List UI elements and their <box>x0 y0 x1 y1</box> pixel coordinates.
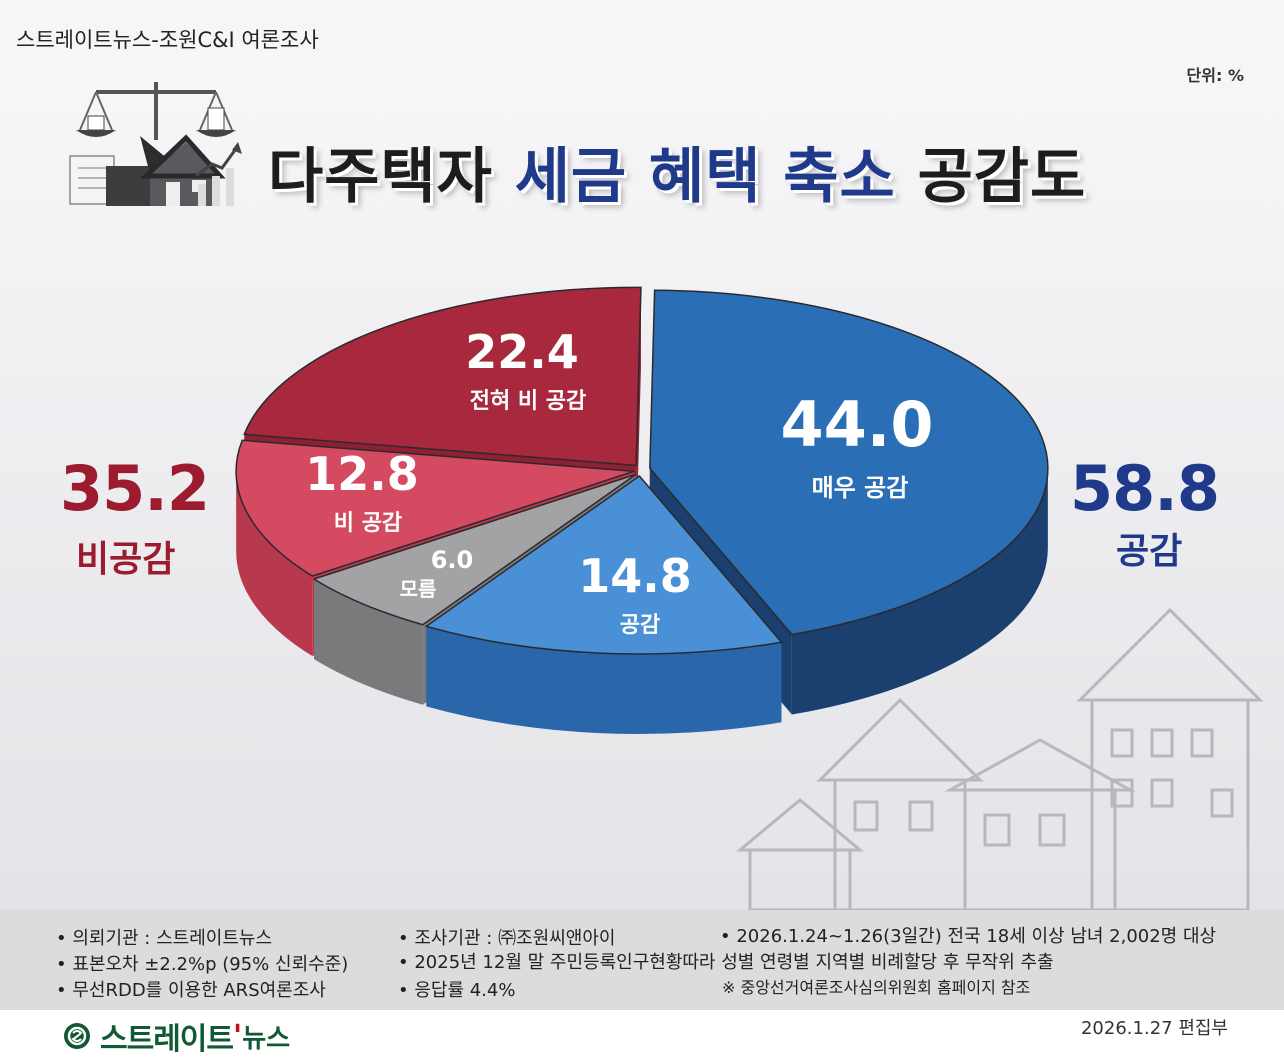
total-agree-label: 공감 <box>1116 531 1183 572</box>
pie-slice-value: 44.0 <box>781 388 934 461</box>
publish-date: 2026.1.27 편집부 <box>1080 1018 1228 1039</box>
pie-slice <box>312 473 637 626</box>
pie-slice-label: 모름 <box>400 577 437 601</box>
note-method: • 무선RDD를 이용한 ARS여론조사 <box>56 980 326 1001</box>
pie-slice <box>424 474 783 655</box>
brand-logo: 스트레이트 ' 뉴스 <box>62 1014 290 1058</box>
survey-notes: • 의뢰기관 : 스트레이트뉴스 • 표본오차 ±2.2%p (95% 신뢰수준… <box>0 910 1284 1010</box>
pie-slice-wall <box>791 468 1048 715</box>
pie-slice-value: 12.8 <box>305 447 419 501</box>
pie-tops <box>235 286 1049 655</box>
pie-slice-value: 22.4 <box>465 325 579 379</box>
source-title: 스트레이트뉴스-조원C&I 여론조사 <box>16 28 319 52</box>
logo-main: 스트레이트 <box>100 1022 234 1057</box>
pie-slice <box>235 439 635 577</box>
pie-slice-wall <box>236 471 313 657</box>
logo-tick: ' <box>233 1018 243 1054</box>
logo-bar <box>0 1010 1284 1060</box>
note-response-rate: • 응답률 4.4% <box>398 980 516 1001</box>
pie-slice-label: 공감 <box>620 613 660 638</box>
pie-labels: 44.0 매우 공감 14.8 공감 6.0 모름 12.8 비 공감 22.4 전혀 비 공감 <box>305 325 933 638</box>
pie-slice-label: 매우 공감 <box>812 474 909 502</box>
unit-label: 단위: % <box>1186 66 1244 85</box>
note-sampling: • 2025년 12월 말 주민등록인구현황따라 성별 연령별 지역별 비례할당… <box>398 952 1054 973</box>
note-reference: ※ 중앙선거여론조사심의위원회 홈페이지 참조 <box>722 978 1031 997</box>
title-part1: 다주택자 <box>268 142 515 212</box>
pie-slice <box>243 286 642 467</box>
pie-slice-label: 전혀 비 공감 <box>470 389 587 414</box>
title-highlight: 세금 혜택 축소 <box>514 142 896 212</box>
pie-slice-label: 비 공감 <box>334 511 402 536</box>
total-disagree-label: 비공감 <box>76 539 176 580</box>
total-agree-value: 58.8 <box>1070 452 1220 525</box>
logo-emblem-icon <box>64 1023 90 1049</box>
pie-slice <box>649 289 1049 636</box>
top-bar: 스트레이트뉴스-조원C&I 여론조사 <box>0 0 1284 53</box>
pie-slice-value: 6.0 <box>431 546 474 574</box>
note-agency: • 조사기관 : ㈜조원씨앤아이 <box>398 928 616 949</box>
title-part2: 공감도 <box>895 142 1087 212</box>
note-client: • 의뢰기관 : 스트레이트뉴스 <box>56 928 273 949</box>
pie-slice-wall <box>314 579 423 705</box>
pie-slice-value: 14.8 <box>578 549 692 603</box>
pie-slice-wall <box>426 626 782 734</box>
note-period: • 2026.1.24~1.26(3일간) 전국 18세 이상 남녀 2,002… <box>720 926 1217 947</box>
main-title: 다주택자 세금 혜택 축소 공감도 <box>268 128 1086 215</box>
houses-sketch-decoration <box>735 607 1264 910</box>
tax-house-icon <box>69 82 242 206</box>
total-disagree-value: 35.2 <box>60 452 210 525</box>
logo-sub: 뉴스 <box>242 1023 291 1054</box>
note-margin-of-error: • 표본오차 ±2.2%p (95% 신뢰수준) <box>56 954 349 975</box>
